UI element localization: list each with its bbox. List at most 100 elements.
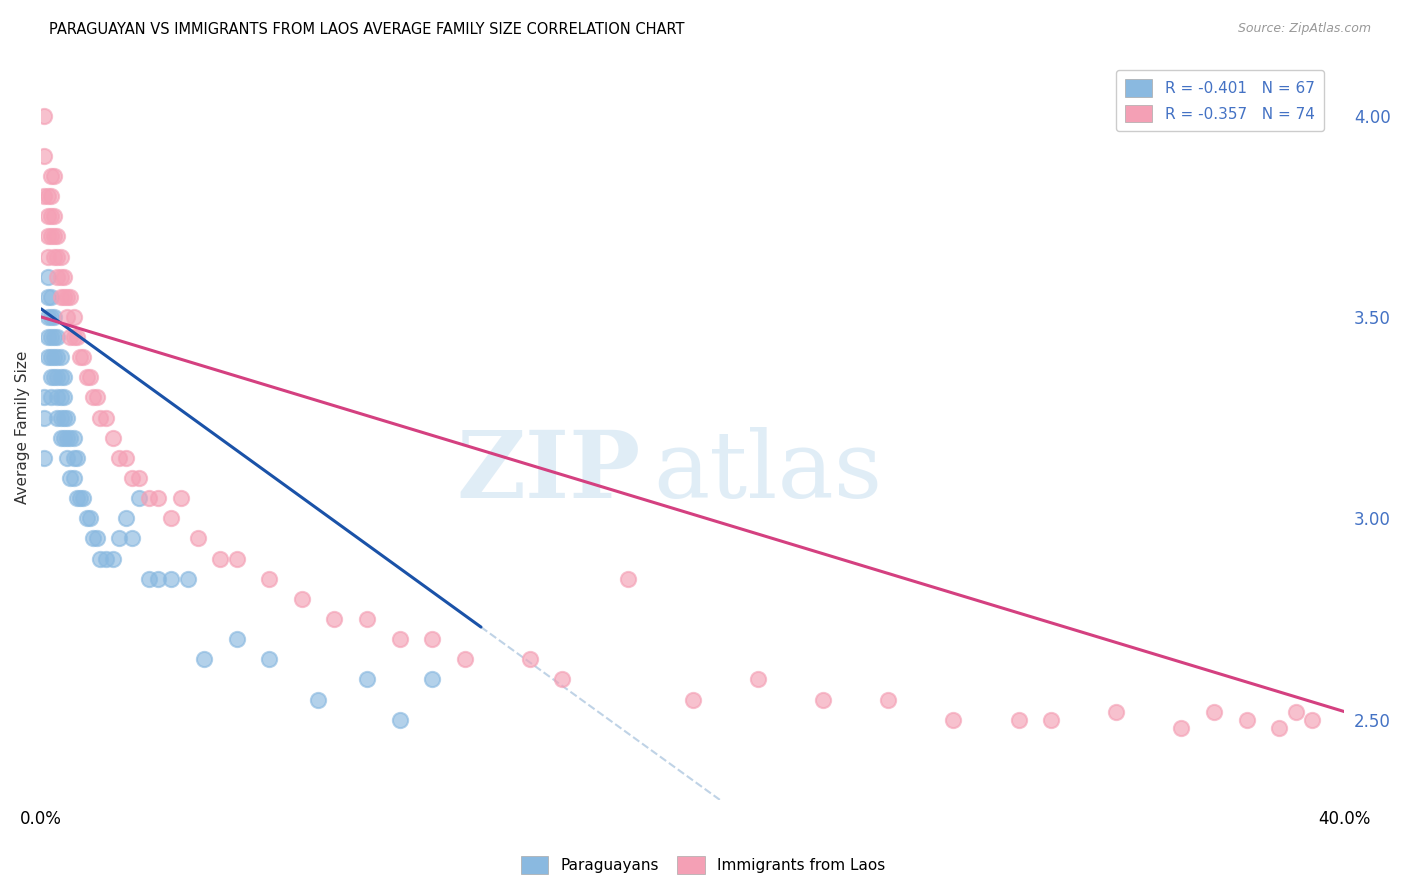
Point [39, 209, 62, 223]
Point [52, 410, 75, 425]
Point [307, 692, 329, 706]
Point [323, 612, 346, 626]
Point [56, 410, 79, 425]
Point [56, 290, 79, 304]
Point [121, 532, 143, 546]
Point [1202, 705, 1225, 719]
Point [37, 330, 59, 344]
Point [49, 350, 72, 364]
Point [46, 229, 69, 244]
Point [811, 692, 834, 706]
Point [69, 491, 91, 505]
Point [388, 713, 411, 727]
Point [160, 572, 183, 586]
Point [225, 632, 247, 647]
Point [79, 370, 101, 384]
Point [72, 491, 94, 505]
Point [1105, 705, 1128, 719]
Legend: Paraguayans, Immigrants from Laos: Paraguayans, Immigrants from Laos [515, 850, 891, 880]
Point [72, 350, 94, 364]
Point [1170, 721, 1192, 735]
Point [46, 410, 69, 425]
Point [942, 713, 965, 727]
Point [44, 229, 66, 244]
Point [49, 431, 72, 445]
Point [96, 551, 118, 566]
Point [747, 673, 769, 687]
Text: PARAGUAYAN VS IMMIGRANTS FROM LAOS AVERAGE FAMILY SIZE CORRELATION CHART: PARAGUAYAN VS IMMIGRANTS FROM LAOS AVERA… [49, 22, 685, 37]
Point [356, 673, 378, 687]
Point [1301, 713, 1323, 727]
Point [388, 632, 411, 647]
Point [186, 532, 208, 546]
Point [49, 391, 72, 405]
Point [62, 471, 84, 485]
Point [49, 410, 72, 425]
Point [62, 330, 84, 344]
Point [96, 410, 118, 425]
Point [89, 551, 111, 566]
Point [34, 391, 56, 405]
Point [682, 692, 704, 706]
Point [62, 450, 84, 465]
Point [34, 149, 56, 163]
Point [37, 310, 59, 324]
Point [34, 450, 56, 465]
Point [225, 551, 247, 566]
Point [1284, 705, 1306, 719]
Point [79, 511, 101, 525]
Point [62, 431, 84, 445]
Point [89, 410, 111, 425]
Point [86, 532, 108, 546]
Point [616, 572, 638, 586]
Point [44, 169, 66, 183]
Point [37, 250, 59, 264]
Point [49, 290, 72, 304]
Point [39, 330, 62, 344]
Point [44, 350, 66, 364]
Point [39, 189, 62, 203]
Point [39, 370, 62, 384]
Legend: R = -0.401   N = 67, R = -0.357   N = 74: R = -0.401 N = 67, R = -0.357 N = 74 [1116, 70, 1323, 131]
Point [52, 290, 75, 304]
Point [82, 391, 104, 405]
Point [877, 692, 900, 706]
Point [108, 532, 131, 546]
Point [39, 350, 62, 364]
Point [82, 532, 104, 546]
Point [46, 350, 69, 364]
Point [44, 250, 66, 264]
Point [37, 269, 59, 284]
Point [46, 391, 69, 405]
Point [1040, 713, 1063, 727]
Point [356, 612, 378, 626]
Point [291, 591, 314, 606]
Point [56, 310, 79, 324]
Point [59, 431, 82, 445]
Point [46, 269, 69, 284]
Point [59, 471, 82, 485]
Point [138, 491, 160, 505]
Point [101, 431, 124, 445]
Point [52, 431, 75, 445]
Point [56, 450, 79, 465]
Point [1268, 721, 1291, 735]
Point [39, 169, 62, 183]
Point [66, 450, 89, 465]
Point [108, 450, 131, 465]
Text: atlas: atlas [654, 427, 883, 517]
Point [420, 632, 443, 647]
Point [128, 491, 150, 505]
Point [49, 250, 72, 264]
Point [138, 572, 160, 586]
Point [453, 652, 475, 666]
Point [44, 209, 66, 223]
Point [76, 370, 98, 384]
Point [37, 189, 59, 203]
Point [37, 290, 59, 304]
Text: Source: ZipAtlas.com: Source: ZipAtlas.com [1237, 22, 1371, 36]
Point [1236, 713, 1258, 727]
Point [59, 290, 82, 304]
Point [160, 511, 183, 525]
Point [86, 391, 108, 405]
